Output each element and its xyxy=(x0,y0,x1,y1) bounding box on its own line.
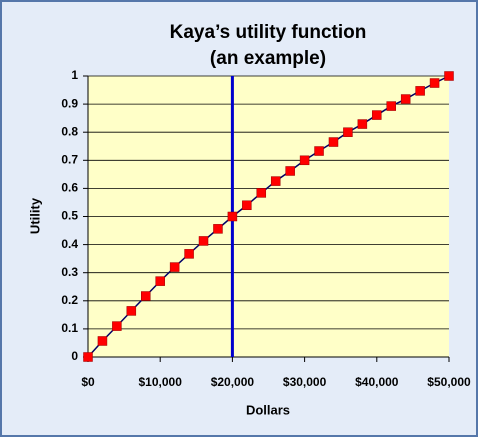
data-point xyxy=(429,78,440,88)
data-point xyxy=(256,188,267,198)
data-point xyxy=(155,276,165,286)
data-point xyxy=(328,137,339,147)
y-tick-label: 0.6 xyxy=(61,181,78,195)
data-point xyxy=(198,236,209,246)
y-tick-label: 0.5 xyxy=(61,209,78,223)
y-tick-label: 0.2 xyxy=(61,293,78,307)
y-tick-label: 0.4 xyxy=(61,237,78,251)
data-point xyxy=(141,291,151,301)
data-point xyxy=(285,166,295,176)
data-point xyxy=(386,101,396,111)
data-point xyxy=(444,71,454,81)
y-tick-label: 0.9 xyxy=(61,96,78,110)
data-point xyxy=(112,321,122,331)
y-tick-label: 0.3 xyxy=(61,265,78,279)
data-point xyxy=(126,306,137,316)
data-point xyxy=(213,224,223,234)
x-tick-label: $0 xyxy=(81,375,95,389)
x-tick-label: $10,000 xyxy=(139,375,183,389)
data-point xyxy=(415,86,425,96)
y-tick-label: 0.1 xyxy=(61,321,78,335)
data-point xyxy=(314,146,324,156)
data-point xyxy=(270,176,281,186)
data-point xyxy=(227,211,238,222)
data-point xyxy=(299,155,310,166)
data-point xyxy=(242,200,252,211)
y-axis-title: Utility xyxy=(27,197,42,234)
data-point xyxy=(372,110,382,120)
data-point xyxy=(169,262,180,272)
chart-title: (an example) xyxy=(210,48,326,69)
data-point xyxy=(83,352,93,362)
data-point xyxy=(357,119,368,129)
x-tick-label: $20,000 xyxy=(211,375,255,389)
data-point xyxy=(184,249,194,259)
x-tick-label: $30,000 xyxy=(283,375,327,389)
y-tick-label: 1 xyxy=(71,68,78,82)
y-tick-label: 0.7 xyxy=(61,152,78,166)
data-point xyxy=(97,336,108,346)
x-axis-title: Dollars xyxy=(246,402,290,417)
y-tick-label: 0 xyxy=(71,349,78,363)
x-tick-label: $50,000 xyxy=(427,375,471,389)
data-point xyxy=(343,127,353,137)
y-tick-label: 0.8 xyxy=(61,124,78,138)
chart-title: Kaya’s utility function xyxy=(170,22,367,43)
data-point xyxy=(400,94,411,104)
x-tick-label: $40,000 xyxy=(355,375,399,389)
